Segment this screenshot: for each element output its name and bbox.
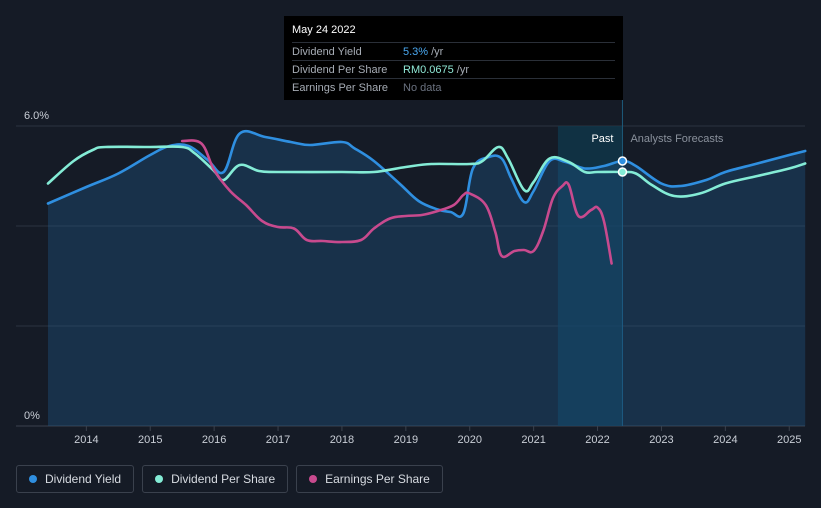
series-area-dividend-yield [48,131,806,426]
legend-label: Dividend Per Share [171,472,276,486]
x-tick-label: 2019 [394,434,418,446]
tooltip-value: 5.3% [403,45,429,58]
x-tick-label: 2015 [138,434,162,446]
axes: 6.0% 0% 2014 2015 2016 2017 2018 2019 2020 2021 20… [24,110,801,446]
legend-dot-icon [309,475,318,483]
tooltip-unit: /yr [456,63,469,76]
legend-earnings-per-share[interactable]: Earnings Per Share [296,465,443,493]
y-tick-label: 0% [24,410,40,422]
series-layer [46,129,807,426]
legend-label: Earnings Per Share [325,472,430,486]
x-tick-label: 2017 [266,434,290,446]
legend-dot-icon [155,475,164,483]
tooltip-label: Dividend Per Share [292,63,388,76]
x-tick-label: 2021 [521,434,545,446]
tooltip-row-earnings-per-share: Earnings Per Share No data [292,78,615,96]
x-tick-label: 2016 [202,434,226,446]
x-tick-label: 2022 [585,434,609,446]
legend-dot-icon [29,475,37,483]
series-line-earnings-per-share [180,139,613,265]
legend-dividend-yield[interactable]: Dividend Yield [16,465,135,493]
tooltip-row-dividend-yield: Dividend Yield 5.3% /yr [292,42,615,60]
tooltip-row-dividend-per-share: Dividend Per Share RM0.0675 /yr [292,60,615,78]
x-tick-label: 2014 [74,434,98,446]
marker-dividend-per-share [617,167,628,177]
hover-markers [617,156,628,177]
x-tick-label: 2023 [649,434,673,446]
x-tick-label: 2020 [457,434,481,446]
legend: Dividend Yield Dividend Per Share Earnin… [16,465,443,493]
tooltip-value: No data [403,81,442,94]
x-tick-label: 2025 [777,434,801,446]
y-tick-label: 6.0% [24,110,49,122]
marker-dividend-yield [617,156,628,166]
tooltip-unit: /yr [431,45,444,58]
regions: Past Analysts Forecasts [557,100,724,426]
legend-dividend-per-share[interactable]: Dividend Per Share [142,465,289,493]
forecast-label: Analysts Forecasts [630,133,723,145]
tooltip: May 24 2022 Dividend Yield 5.3% /yr Divi… [284,16,623,100]
past-region [557,126,623,426]
x-tick-label: 2024 [713,434,737,446]
past-label: Past [591,133,613,145]
legend-label: Dividend Yield [45,472,122,486]
tooltip-label: Earnings Per Share [292,81,388,94]
gridlines [16,125,805,427]
series-line-dividend-per-share [46,145,807,198]
tooltip-value: RM0.0675 [403,63,454,76]
tooltip-label: Dividend Yield [292,45,362,58]
x-tick-label: 2018 [330,434,354,446]
tooltip-date: May 24 2022 [292,24,356,36]
